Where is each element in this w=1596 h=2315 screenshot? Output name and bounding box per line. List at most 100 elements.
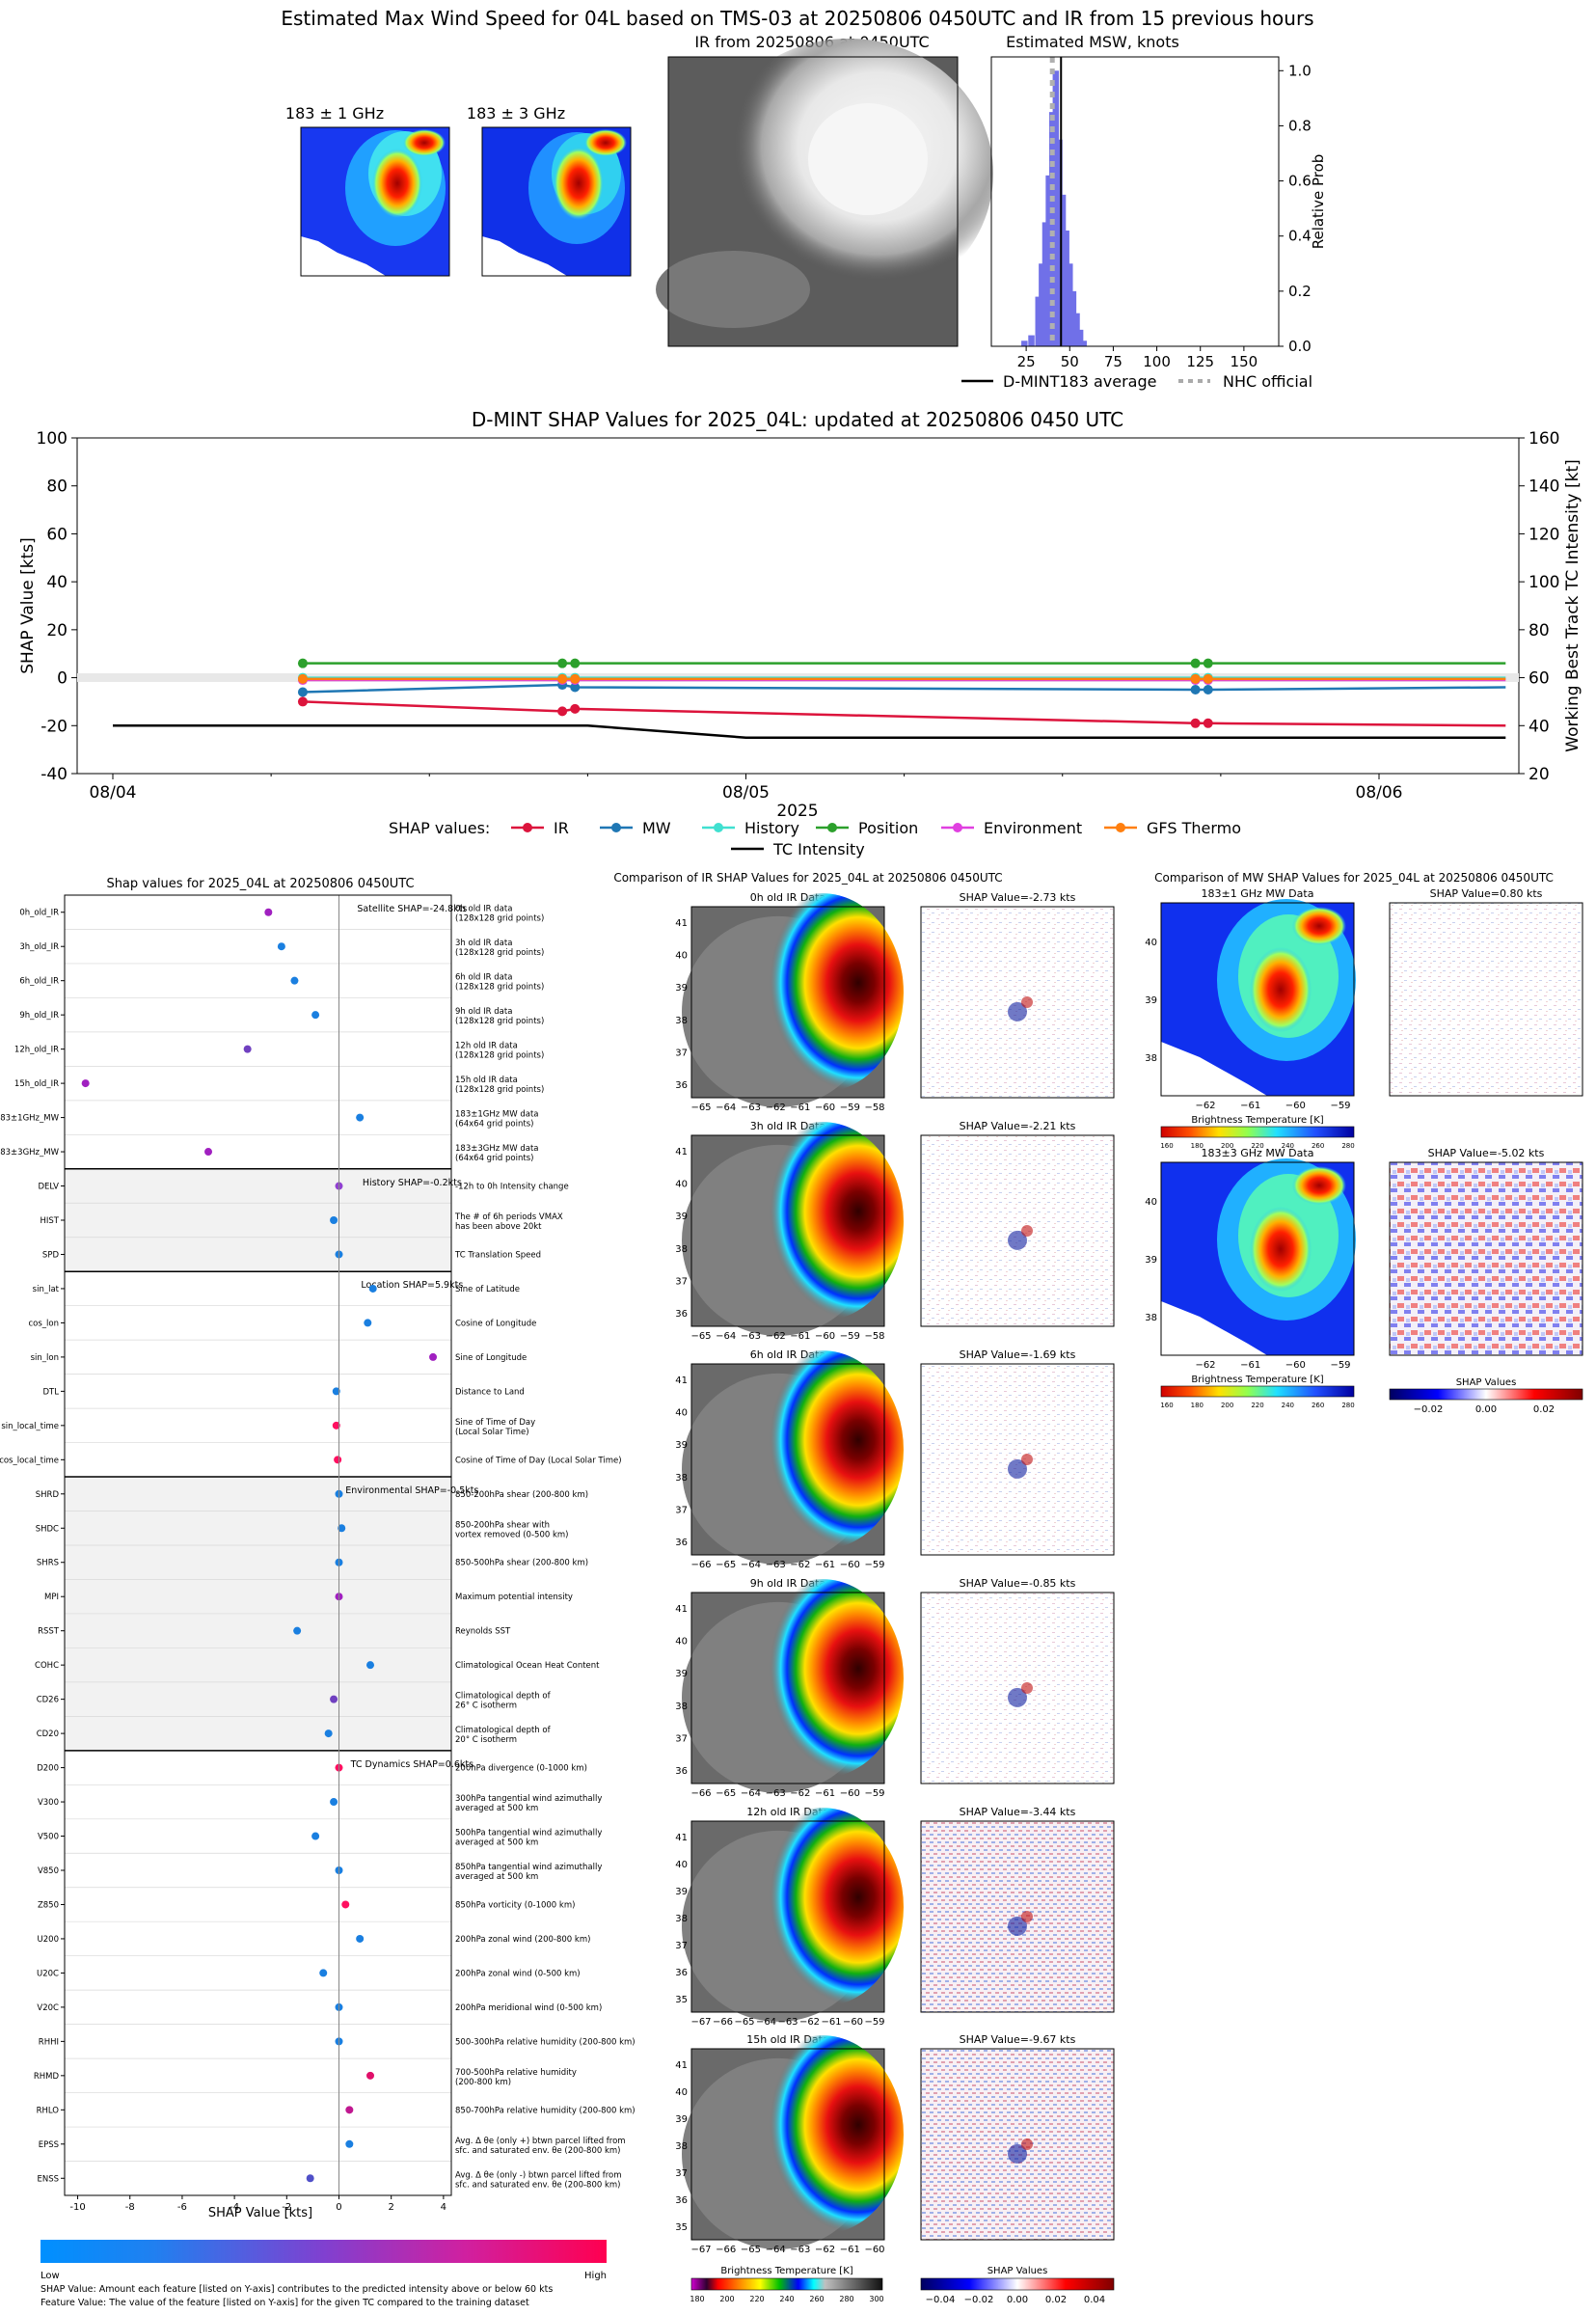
ir-ytick: 35 bbox=[675, 2222, 688, 2233]
ts-point bbox=[1203, 673, 1213, 684]
ts-legend-label: GFS Thermo bbox=[1147, 819, 1241, 837]
mw-bt-tick: 220 bbox=[1251, 1402, 1263, 1409]
ir-ytick: 41 bbox=[675, 1375, 688, 1386]
mw-data-nodata bbox=[1161, 1301, 1267, 1355]
mw-ytick: 40 bbox=[1145, 938, 1157, 948]
ts-legend-marker bbox=[714, 823, 723, 832]
mw-bt-tick: 260 bbox=[1312, 1402, 1324, 1409]
ts-point bbox=[1190, 685, 1201, 694]
mw-bt-tick: 160 bbox=[1160, 1142, 1173, 1150]
ir-shap-tick: 0.02 bbox=[1045, 2295, 1067, 2305]
feature-xtick: -2 bbox=[282, 2202, 291, 2213]
ir-xtick: −66 bbox=[690, 1788, 711, 1799]
feature-desc: 26° C isotherm bbox=[455, 1702, 517, 1711]
mw-data-hot bbox=[1250, 1207, 1312, 1292]
ts-legend-label: Environment bbox=[984, 819, 1082, 837]
ts-right-tick: 140 bbox=[1528, 477, 1559, 497]
ts-left-tick: -20 bbox=[41, 717, 68, 736]
ts-legend-marker bbox=[953, 823, 962, 832]
ts-x-ticks: 08/04 08/05 08/06 bbox=[90, 774, 1403, 803]
ir-shap-frame bbox=[920, 1363, 1115, 1556]
ir-bt-ticks: 180 200 220 240 260 280 300 bbox=[690, 2295, 883, 2303]
feature-desc: Sine of Time of Day bbox=[455, 1418, 535, 1428]
ir-shap-core bbox=[1008, 1458, 1027, 1479]
cbar-low: Low bbox=[41, 2271, 60, 2281]
mw-data-hot2 bbox=[1292, 1166, 1346, 1205]
ir-ytick: 38 bbox=[675, 1914, 688, 1924]
feature-desc: 12h old IR data bbox=[455, 1042, 518, 1051]
ts-point bbox=[557, 706, 568, 717]
ir-bt-tick: 200 bbox=[719, 2295, 734, 2303]
mw-ytick: 40 bbox=[1145, 1197, 1157, 1208]
ts-left-tick: 20 bbox=[46, 621, 68, 640]
ir-xtick: −66 bbox=[713, 2017, 733, 2028]
ir-ytick: 36 bbox=[675, 1080, 688, 1091]
ir-bt-tick: 220 bbox=[749, 2295, 764, 2303]
ir-xtick: −65 bbox=[716, 1560, 736, 1570]
ir-data-storm bbox=[742, 1808, 904, 2007]
feature-point bbox=[356, 1113, 365, 1122]
feature-colorbar bbox=[41, 2240, 607, 2263]
mw-bt-tick: 260 bbox=[1312, 1142, 1324, 1150]
ts-right-tick: 20 bbox=[1528, 765, 1550, 784]
feature-name: MPI bbox=[44, 1593, 59, 1602]
ir-shap-tick: 0.04 bbox=[1084, 2295, 1105, 2305]
ir-xtick: −60 bbox=[840, 1788, 860, 1799]
feature-desc: (64x64 grid points) bbox=[455, 1120, 533, 1130]
feature-group-label: TC Dynamics SHAP=0.6kts bbox=[350, 1759, 473, 1770]
ir-xtick: −65 bbox=[690, 1331, 711, 1342]
ir-ytick: 39 bbox=[675, 1887, 688, 1897]
ts-point bbox=[570, 658, 581, 668]
feature-xtick: 0 bbox=[336, 2202, 341, 2213]
feature-desc: vortex removed (0-500 km) bbox=[455, 1530, 568, 1539]
feature-point bbox=[330, 1695, 338, 1703]
feature-desc: 9h old IR data bbox=[455, 1007, 512, 1017]
ir-shap-core-red bbox=[1021, 1454, 1033, 1465]
ts-x-tick: 08/04 bbox=[90, 783, 137, 803]
feat-title: Shap values for 2025_04L at 20250806 045… bbox=[106, 877, 414, 891]
ir-xtick: −62 bbox=[766, 1331, 786, 1342]
ir-data-frame bbox=[690, 1363, 885, 1556]
feature-name: U200 bbox=[38, 1935, 59, 1945]
legend-nhc: NHC official bbox=[1223, 372, 1312, 391]
ir-ytick: 39 bbox=[675, 1212, 688, 1222]
hist-xtick: 100 bbox=[1143, 353, 1171, 370]
ir-xtick: −64 bbox=[716, 1103, 736, 1113]
hist-bar bbox=[1045, 175, 1052, 346]
mw-bt-tick: 280 bbox=[1341, 1402, 1354, 1409]
feature-name: ENSS bbox=[37, 2174, 59, 2184]
mw-bt-tick: 200 bbox=[1221, 1402, 1233, 1409]
feature-name: D200 bbox=[37, 1764, 59, 1774]
cbar-note1: SHAP Value: Amount each feature [listed … bbox=[41, 2284, 553, 2295]
ir-bt-tick: 260 bbox=[809, 2295, 824, 2303]
mw-ytick: 38 bbox=[1145, 1053, 1157, 1064]
ir-ytick: 37 bbox=[675, 1941, 688, 1951]
feature-name: 12h_old_IR bbox=[14, 1046, 59, 1055]
hist-title: Estimated MSW, knots bbox=[1006, 33, 1179, 51]
ir-xtick: −58 bbox=[864, 1103, 884, 1113]
ir-xtick: −59 bbox=[864, 1788, 884, 1799]
feature-point bbox=[334, 1456, 342, 1464]
ir-data-storm bbox=[742, 2035, 904, 2235]
ir-shap-tick: −0.04 bbox=[926, 2295, 956, 2305]
ir-data-frame bbox=[690, 1592, 885, 1784]
ts-right-tick: 40 bbox=[1528, 717, 1550, 736]
ir-xtick: −62 bbox=[790, 1560, 810, 1570]
feature-desc: 200hPa zonal wind (0-500 km) bbox=[455, 1969, 581, 1978]
feature-desc: Avg. Δ θe (only +) btwn parcel lifted fr… bbox=[455, 2137, 626, 2146]
feature-point bbox=[293, 1626, 302, 1635]
ts-point bbox=[297, 687, 308, 697]
feature-group-shade bbox=[65, 1168, 451, 1272]
ir-xtick: −58 bbox=[864, 1331, 884, 1342]
ir-ytick: 38 bbox=[675, 1473, 688, 1484]
feature-group-label: Environmental SHAP=-0.5kts bbox=[345, 1485, 478, 1496]
ts-right-tick: 80 bbox=[1528, 621, 1550, 640]
feature-point bbox=[330, 1798, 338, 1807]
ts-ylabel-right: Working Best Track TC Intensity [kt] bbox=[1563, 459, 1582, 752]
ir-xtick: −59 bbox=[864, 2017, 884, 2028]
feature-desc: Cosine of Time of Day (Local Solar Time) bbox=[455, 1456, 622, 1465]
mw-xtick: −62 bbox=[1195, 1101, 1215, 1111]
main-title: Estimated Max Wind Speed for 04L based o… bbox=[281, 7, 1313, 30]
hist-bars bbox=[1021, 57, 1087, 347]
ir-ytick: 38 bbox=[675, 1016, 688, 1026]
